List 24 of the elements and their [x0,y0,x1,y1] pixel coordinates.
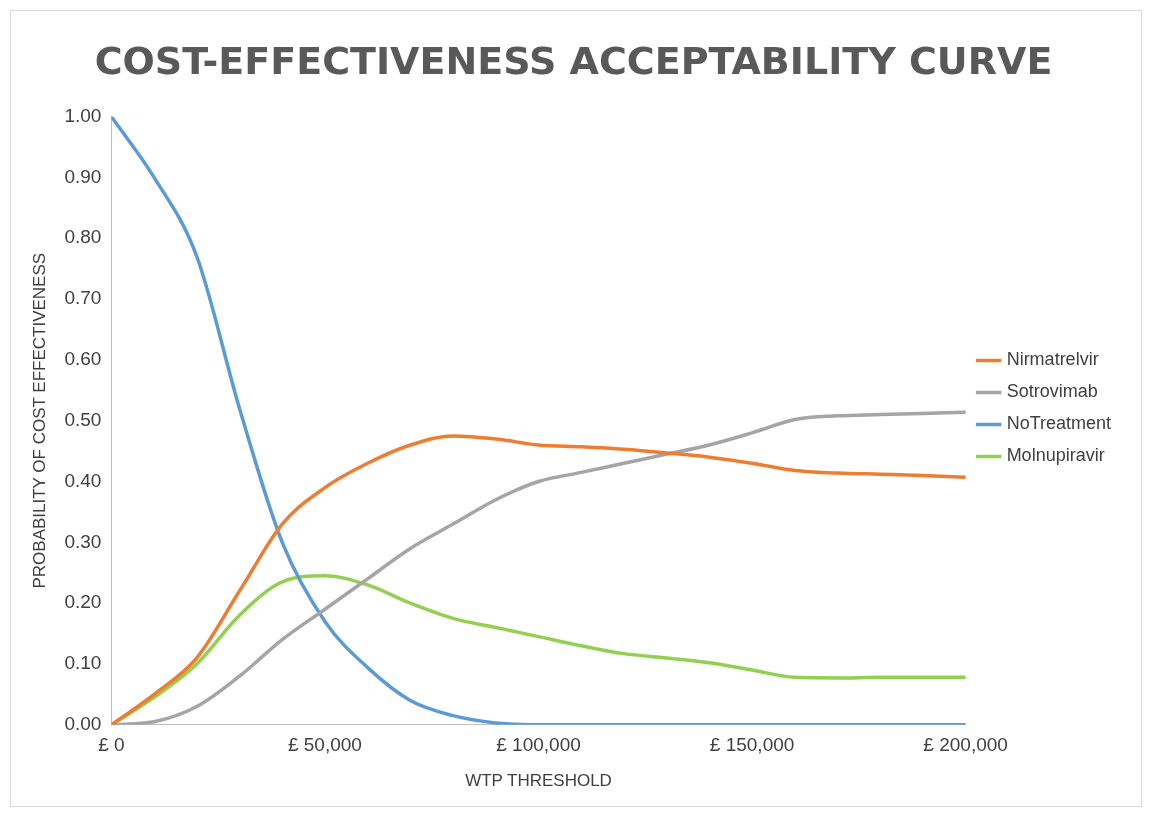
x-tick-label: £ 50,000 [287,734,362,756]
y-tick-label: 0.70 [64,287,102,309]
x-tick-label: £ 200,000 [923,734,1008,756]
y-tick-label: 0.50 [64,408,102,430]
legend-label: NoTreatment [1006,413,1111,434]
y-tick-label: 0.40 [64,469,102,491]
y-tick-label: 0.20 [64,591,102,613]
x-tick-label: £ 100,000 [496,734,581,756]
x-tick-label: £ 150,000 [709,734,795,756]
x-tick-label: £ 0 [98,734,125,756]
y-tick-label: 0.60 [64,348,102,370]
y-tick-label: 0.80 [64,226,102,248]
x-axis-title: WTP THRESHOLD [465,771,612,791]
legend-label: Molnupiravir [1006,445,1105,466]
y-tick-label: 0.00 [64,713,102,735]
line-series [111,116,966,725]
y-axis-title: PROBABILITY OF COST EFFECTIVENESS [29,252,49,589]
y-tick-label: 0.30 [64,530,102,552]
legend-label: Nirmatrelvir [1006,349,1099,370]
y-tick-label: 0.10 [64,652,102,674]
y-tick-label: 0.90 [64,165,102,187]
y-tick-label: 1.00 [64,104,102,126]
chart-title: COST-EFFECTIVENESS ACCEPTABILITY CURVE [94,38,1053,83]
legend-label: Sotrovimab [1006,381,1098,402]
